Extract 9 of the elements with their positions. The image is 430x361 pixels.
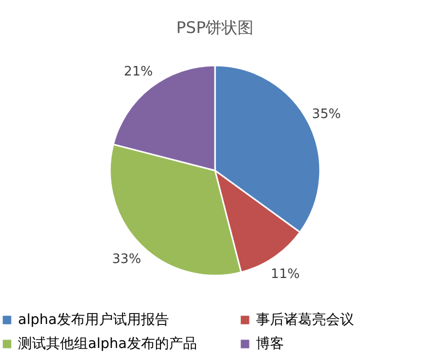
legend-label: 测试其他组alpha发布的产品 bbox=[18, 336, 197, 352]
data-label: 35% bbox=[312, 106, 341, 122]
data-label: 21% bbox=[124, 64, 153, 80]
legend-label: alpha发布用户试用报告 bbox=[18, 312, 169, 328]
data-label: 11% bbox=[270, 266, 300, 282]
data-label: 33% bbox=[112, 252, 142, 267]
legend-label: 事后诸葛亮会议 bbox=[256, 312, 354, 328]
legend-label: 博客 bbox=[256, 336, 284, 352]
chart-title: PSP饼状图 bbox=[176, 18, 254, 37]
